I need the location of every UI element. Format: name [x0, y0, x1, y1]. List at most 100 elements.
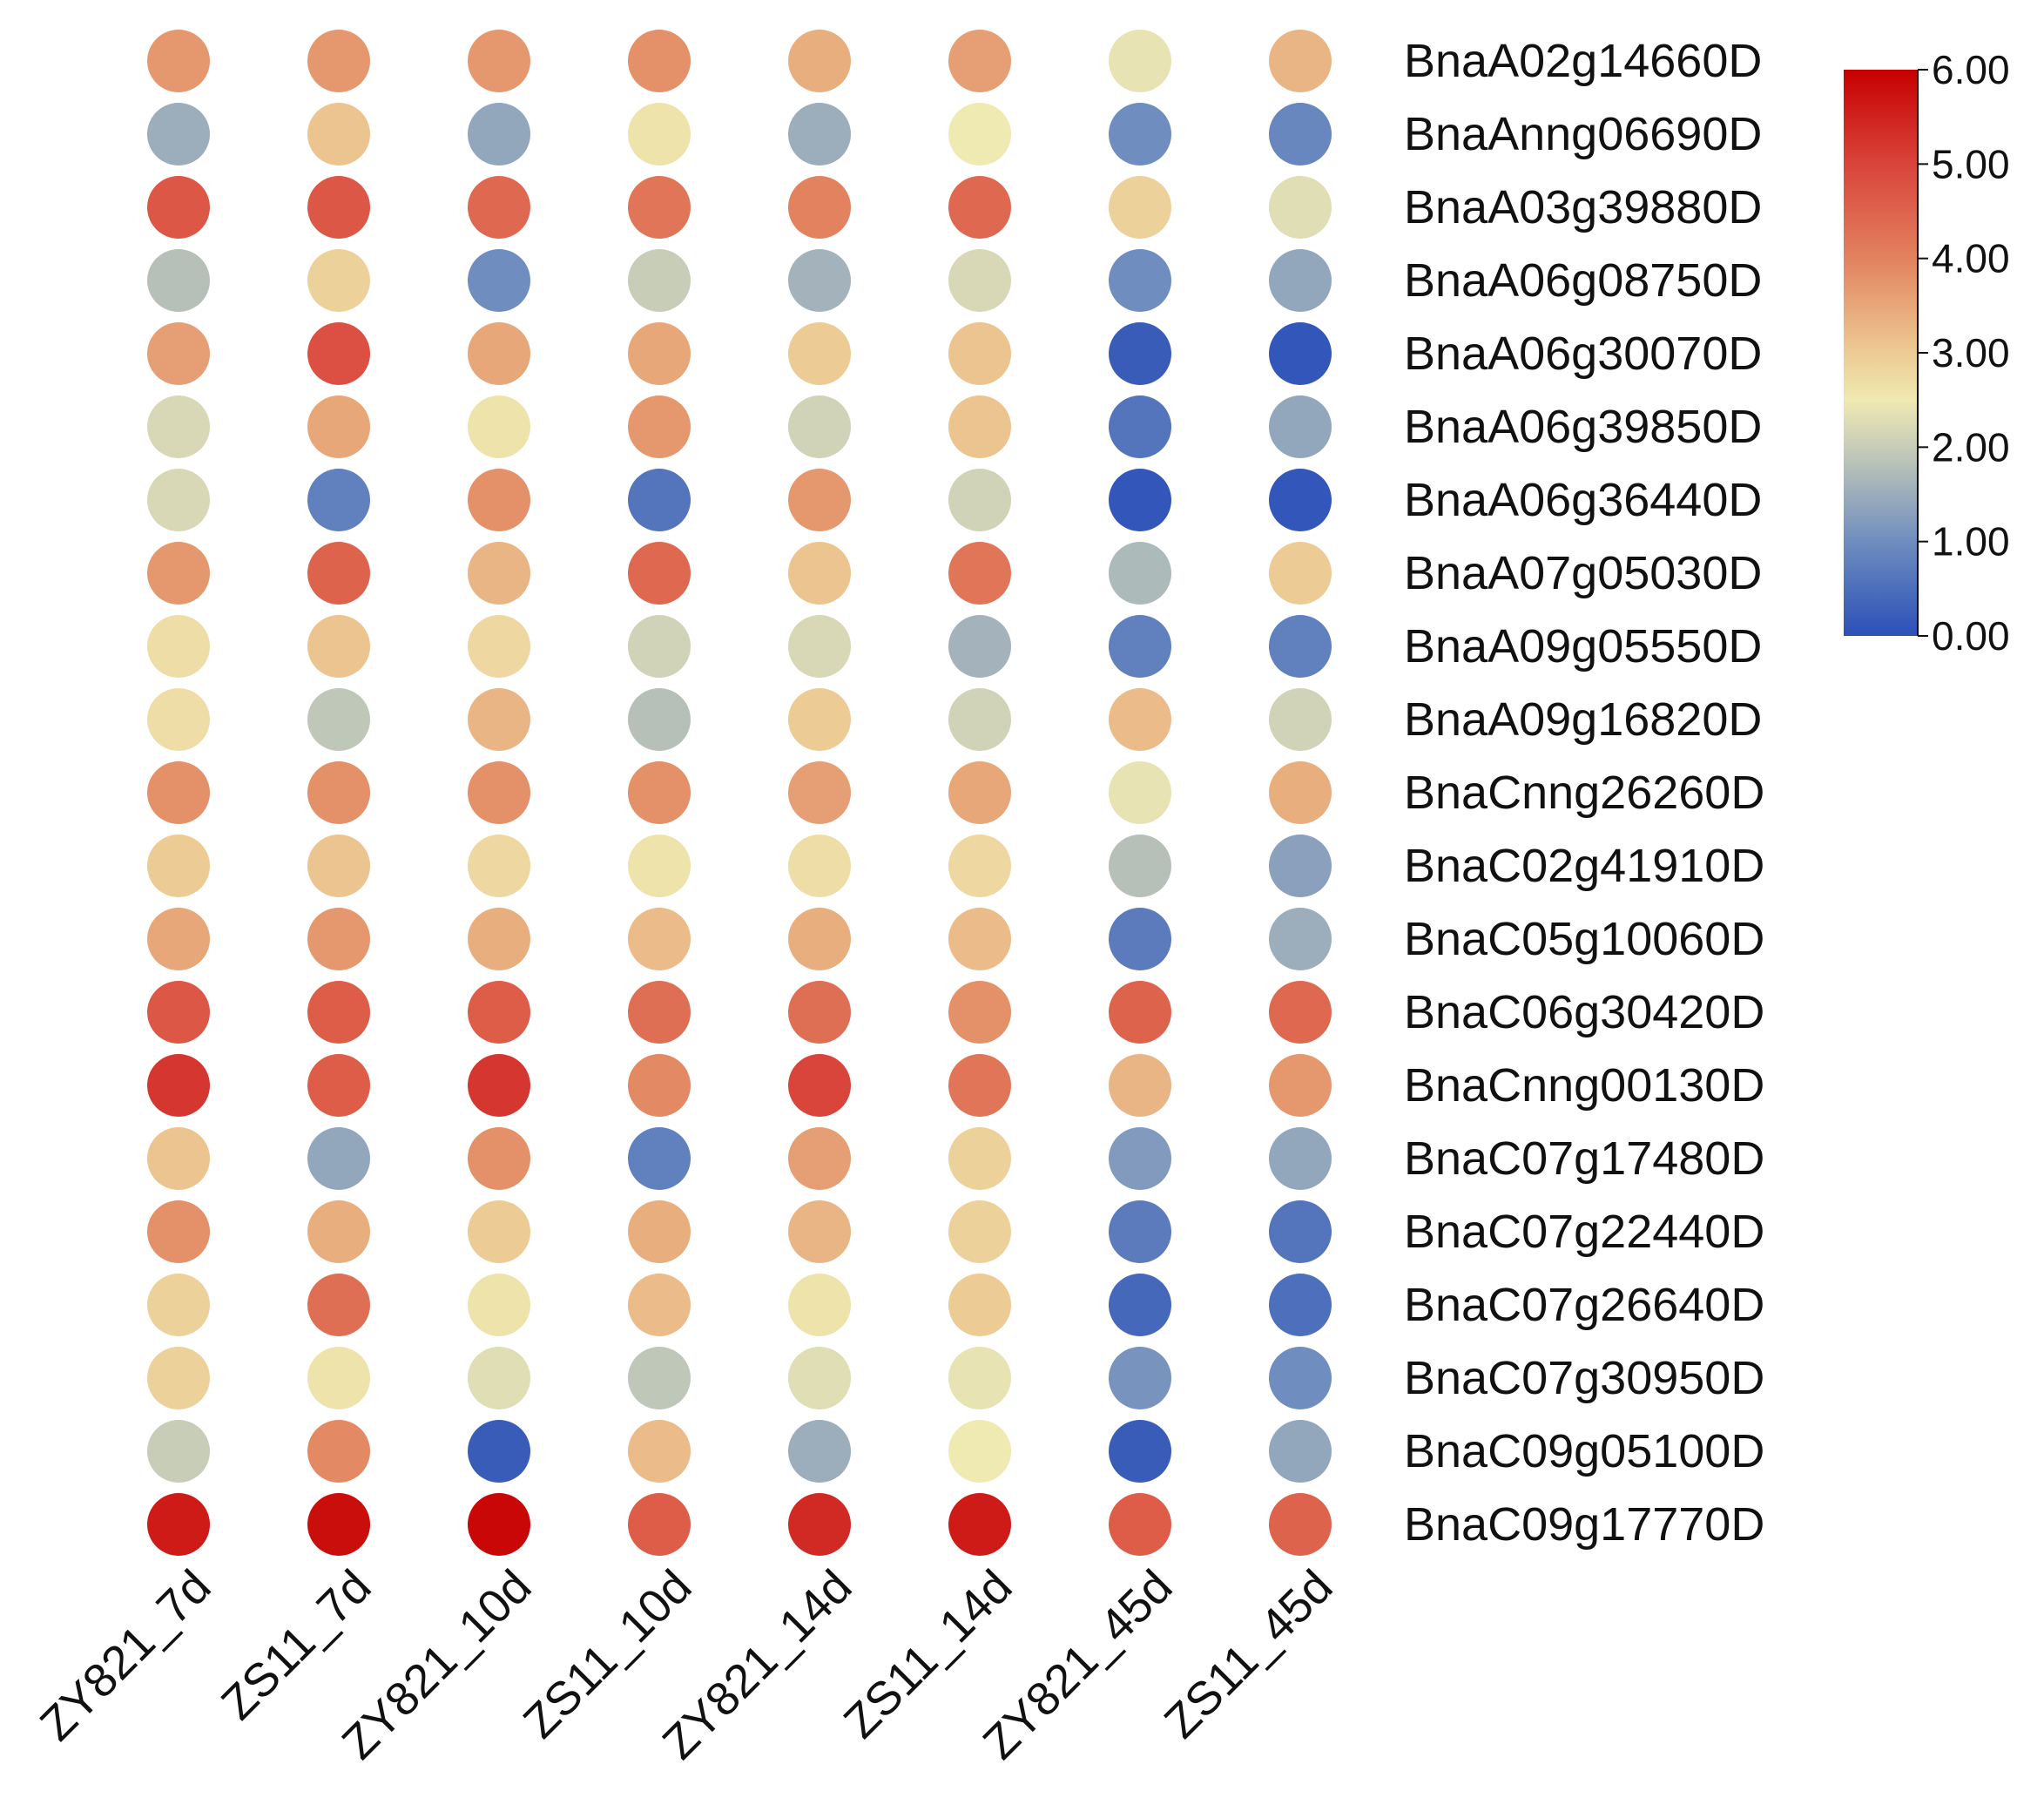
- dot-BnaC06g30420D-ZS11_45d: [1269, 981, 1332, 1044]
- dot-BnaC07g26640D-ZS11_7d: [307, 1274, 370, 1336]
- dot-BnaCnng26260D-ZS11_7d: [307, 761, 370, 824]
- dot-BnaAnng06690D-ZY821_14d: [788, 103, 851, 166]
- dot-BnaA06g30070D-ZY821_10d: [468, 322, 530, 385]
- gene-label: BnaA06g30070D: [1404, 328, 1762, 380]
- dot-BnaA03g39880D-ZY821_7d: [147, 176, 210, 239]
- colorbar-legend: 0.00 1.00 2.00 3.00 4.00 5.00 6.00: [1844, 47, 2010, 659]
- dot-BnaCnng26260D-ZS11_10d: [628, 761, 691, 824]
- dot-BnaC07g17480D-ZS11_14d: [948, 1127, 1011, 1190]
- dot-BnaA02g14660D-ZY821_10d: [468, 30, 530, 92]
- sample-label: ZS11_45d: [1155, 1560, 1343, 1748]
- dot-BnaC06g30420D-ZY821_45d: [1109, 981, 1171, 1044]
- dot-BnaC07g22440D-ZS11_14d: [948, 1200, 1011, 1263]
- dot-BnaA06g36440D-ZY821_14d: [788, 469, 851, 531]
- dot-BnaC07g30950D-ZY821_14d: [788, 1347, 851, 1409]
- colorbar-gradient: [1844, 70, 1918, 636]
- dot-BnaC07g30950D-ZY821_45d: [1109, 1347, 1171, 1409]
- gene-label: BnaC09g05100D: [1404, 1425, 1764, 1477]
- dot-BnaA06g30070D-ZS11_45d: [1269, 322, 1332, 385]
- dot-BnaC05g10060D-ZS11_10d: [628, 908, 691, 970]
- dot-BnaA09g16820D-ZS11_45d: [1269, 688, 1332, 751]
- dot-BnaA06g39850D-ZY821_7d: [147, 395, 210, 458]
- colorbar-tick-label: 5.00: [1932, 141, 2010, 186]
- dot-BnaC09g17770D-ZY821_45d: [1109, 1493, 1171, 1556]
- dot-BnaA06g36440D-ZS11_7d: [307, 469, 370, 531]
- dot-BnaA09g05550D-ZY821_14d: [788, 615, 851, 678]
- dot-BnaC06g30420D-ZS11_14d: [948, 981, 1011, 1044]
- dot-BnaC07g17480D-ZS11_7d: [307, 1127, 370, 1190]
- dot-BnaC05g10060D-ZY821_7d: [147, 908, 210, 970]
- gene-labels: BnaA02g14660D BnaAnng06690D BnaA03g39880D B…: [1404, 35, 1764, 1551]
- dot-BnaC07g30950D-ZY821_10d: [468, 1347, 530, 1409]
- dot-BnaA02g14660D-ZS11_14d: [948, 30, 1011, 92]
- dot-BnaC07g22440D-ZY821_14d: [788, 1200, 851, 1263]
- dot-BnaA09g05550D-ZY821_7d: [147, 615, 210, 678]
- dot-BnaC07g26640D-ZY821_7d: [147, 1274, 210, 1336]
- gene-label: BnaA09g05550D: [1404, 620, 1762, 672]
- dot-BnaA06g30070D-ZY821_14d: [788, 322, 851, 385]
- dot-BnaCnng26260D-ZY821_10d: [468, 761, 530, 824]
- dot-BnaA07g05030D-ZS11_14d: [948, 542, 1011, 605]
- dot-BnaA03g39880D-ZY821_14d: [788, 176, 851, 239]
- dot-BnaA03g39880D-ZS11_14d: [948, 176, 1011, 239]
- gene-label: BnaA09g16820D: [1404, 693, 1762, 746]
- dot-BnaA06g39850D-ZY821_14d: [788, 395, 851, 458]
- dot-BnaCnng00130D-ZY821_7d: [147, 1054, 210, 1117]
- dot-BnaA06g08750D-ZS11_10d: [628, 249, 691, 312]
- dot-BnaA09g05550D-ZS11_14d: [948, 615, 1011, 678]
- colorbar-tick-label: 0.00: [1932, 613, 2010, 659]
- dot-BnaA09g05550D-ZY821_10d: [468, 615, 530, 678]
- dot-BnaAnng06690D-ZY821_10d: [468, 103, 530, 166]
- dot-BnaC09g05100D-ZS11_10d: [628, 1420, 691, 1483]
- dot-grid: [147, 30, 1332, 1556]
- dot-BnaCnng00130D-ZS11_45d: [1269, 1054, 1332, 1117]
- dot-BnaC07g22440D-ZY821_10d: [468, 1200, 530, 1263]
- dot-BnaCnng26260D-ZY821_14d: [788, 761, 851, 824]
- dot-BnaA06g08750D-ZS11_45d: [1269, 249, 1332, 312]
- dot-BnaCnng26260D-ZY821_45d: [1109, 761, 1171, 824]
- gene-label: BnaA06g39850D: [1404, 401, 1762, 453]
- dot-BnaC07g17480D-ZY821_45d: [1109, 1127, 1171, 1190]
- gene-label: BnaA03g39880D: [1404, 181, 1762, 233]
- dot-BnaC07g30950D-ZS11_10d: [628, 1347, 691, 1409]
- dot-BnaCnng26260D-ZY821_7d: [147, 761, 210, 824]
- dot-BnaC07g26640D-ZY821_10d: [468, 1274, 530, 1336]
- dot-BnaA09g16820D-ZY821_10d: [468, 688, 530, 751]
- dot-BnaA06g36440D-ZS11_45d: [1269, 469, 1332, 531]
- dot-BnaA07g05030D-ZS11_7d: [307, 542, 370, 605]
- dot-BnaCnng00130D-ZS11_7d: [307, 1054, 370, 1117]
- dot-BnaA03g39880D-ZS11_7d: [307, 176, 370, 239]
- dot-BnaC02g41910D-ZY821_10d: [468, 835, 530, 897]
- dot-BnaA02g14660D-ZY821_7d: [147, 30, 210, 92]
- dot-BnaA06g30070D-ZY821_45d: [1109, 322, 1171, 385]
- dot-BnaC06g30420D-ZY821_10d: [468, 981, 530, 1044]
- gene-label: BnaC09g17770D: [1404, 1498, 1764, 1551]
- dot-BnaA06g08750D-ZY821_14d: [788, 249, 851, 312]
- dot-BnaC07g17480D-ZS11_10d: [628, 1127, 691, 1190]
- dot-BnaA07g05030D-ZS11_10d: [628, 542, 691, 605]
- dot-BnaA09g05550D-ZY821_45d: [1109, 615, 1171, 678]
- dot-BnaA06g36440D-ZY821_45d: [1109, 469, 1171, 531]
- dot-BnaA06g39850D-ZS11_14d: [948, 395, 1011, 458]
- dot-BnaC07g30950D-ZS11_7d: [307, 1347, 370, 1409]
- dot-BnaA03g39880D-ZS11_10d: [628, 176, 691, 239]
- dot-BnaC09g17770D-ZY821_14d: [788, 1493, 851, 1556]
- dot-BnaC07g17480D-ZY821_7d: [147, 1127, 210, 1190]
- dot-BnaA03g39880D-ZS11_45d: [1269, 176, 1332, 239]
- gene-label: BnaC07g30950D: [1404, 1352, 1764, 1404]
- dot-BnaC07g22440D-ZS11_10d: [628, 1200, 691, 1263]
- dot-BnaAnng06690D-ZY821_45d: [1109, 103, 1171, 166]
- dot-BnaAnng06690D-ZS11_45d: [1269, 103, 1332, 166]
- dot-BnaA06g39850D-ZY821_45d: [1109, 395, 1171, 458]
- dot-BnaA02g14660D-ZY821_45d: [1109, 30, 1171, 92]
- dot-BnaA06g30070D-ZY821_7d: [147, 322, 210, 385]
- dot-BnaAnng06690D-ZS11_14d: [948, 103, 1011, 166]
- dot-BnaA09g05550D-ZS11_7d: [307, 615, 370, 678]
- dot-BnaA06g36440D-ZS11_10d: [628, 469, 691, 531]
- dot-BnaA06g08750D-ZY821_10d: [468, 249, 530, 312]
- dot-BnaC02g41910D-ZY821_7d: [147, 835, 210, 897]
- dot-BnaA06g30070D-ZS11_7d: [307, 322, 370, 385]
- dot-BnaC07g26640D-ZY821_45d: [1109, 1274, 1171, 1336]
- gene-label: BnaC07g26640D: [1404, 1279, 1764, 1331]
- gene-label: BnaC07g17480D: [1404, 1132, 1764, 1185]
